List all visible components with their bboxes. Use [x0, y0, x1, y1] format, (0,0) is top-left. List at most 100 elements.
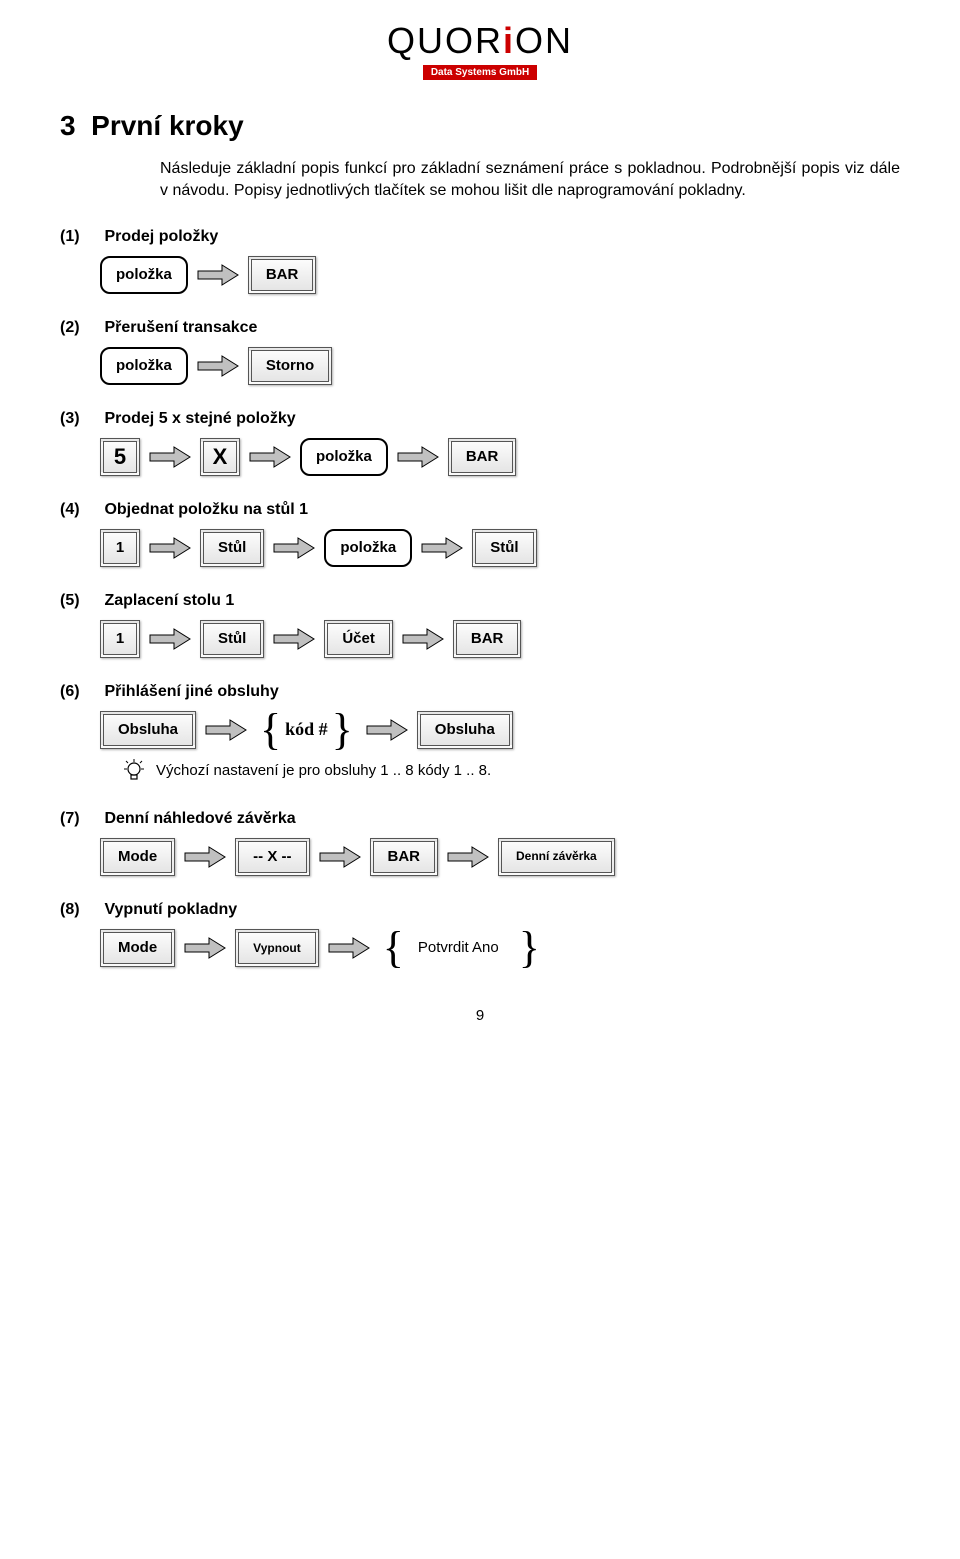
step-1-num: (1): [60, 228, 100, 246]
arrow-icon: [365, 718, 409, 742]
arrow-icon: [148, 445, 192, 469]
step-1-head: (1) Prodej položky: [60, 228, 900, 246]
key-bar: BAR: [370, 838, 439, 876]
key-mode: Mode: [100, 838, 175, 876]
brace-open-icon: {: [383, 929, 404, 967]
step-8: (8) Vypnutí pokladny Mode Vypnout { Potv…: [60, 901, 900, 967]
arrow-icon: [327, 936, 371, 960]
page-number: 9: [60, 1007, 900, 1024]
logo-text: QUORiON: [60, 20, 900, 62]
text-potvrdit: Potvrdit Ano: [418, 939, 499, 956]
key-polozka: položka: [300, 438, 388, 476]
arrow-icon: [248, 445, 292, 469]
arrow-icon: [183, 845, 227, 869]
step-5-flow: 1 Stůl Účet BAR: [100, 620, 900, 658]
key-x: X: [200, 438, 240, 476]
arrow-icon: [183, 936, 227, 960]
step-7-head: (7) Denní náhledové závěrka: [60, 810, 900, 828]
step-3-head: (3) Prodej 5 x stejné položky: [60, 410, 900, 428]
logo-block: QUORiON Data Systems GmbH: [60, 20, 900, 80]
intro-text: Následuje základní popis funkcí pro zákl…: [160, 158, 900, 203]
lightbulb-icon: [120, 757, 148, 785]
step-4-num: (4): [60, 501, 100, 519]
step-2-head: (2) Přerušení transakce: [60, 319, 900, 337]
step-3: (3) Prodej 5 x stejné položky 5 X položk…: [60, 410, 900, 476]
step-8-num: (8): [60, 901, 100, 919]
key-bar: BAR: [248, 256, 317, 294]
key-5: 5: [100, 438, 140, 476]
step-4-flow: 1 Stůl položka Stůl: [100, 529, 900, 567]
logo-pre: QUOR: [387, 20, 503, 61]
key-mode: Mode: [100, 929, 175, 967]
arrow-icon: [196, 263, 240, 287]
step-6-num: (6): [60, 683, 100, 701]
key-bar: BAR: [448, 438, 517, 476]
step-7-title: Denní náhledové závěrka: [104, 810, 295, 827]
brace-open-icon: {: [260, 711, 281, 749]
key-1: 1: [100, 529, 140, 567]
step-1-title: Prodej položky: [104, 228, 218, 245]
key-polozka: položka: [100, 347, 188, 385]
key-vypnout: Vypnout: [235, 929, 319, 967]
step-6-title: Přihlášení jiné obsluhy: [104, 683, 278, 700]
arrow-icon: [272, 627, 316, 651]
arrow-icon: [272, 536, 316, 560]
key-stul: Stůl: [200, 529, 264, 567]
arrow-icon: [420, 536, 464, 560]
arrow-icon: [148, 536, 192, 560]
logo-post: ON: [515, 20, 573, 61]
step-1: (1) Prodej položky položka BAR: [60, 228, 900, 294]
step-2-num: (2): [60, 319, 100, 337]
arrow-icon: [196, 354, 240, 378]
step-2-title: Přerušení transakce: [104, 319, 257, 336]
step-3-title: Prodej 5 x stejné položky: [104, 410, 295, 427]
key-stul: Stůl: [200, 620, 264, 658]
step-4: (4) Objednat položku na stůl 1 1 Stůl po…: [60, 501, 900, 567]
step-2-flow: položka Storno: [100, 347, 900, 385]
key-stul: Stůl: [472, 529, 536, 567]
section-heading: 3 První kroky: [60, 110, 900, 142]
key-ucet: Účet: [324, 620, 393, 658]
step-6-flow: Obsluha { kód # } Obsluha: [100, 711, 900, 749]
arrow-icon: [446, 845, 490, 869]
key-storno: Storno: [248, 347, 332, 385]
step-5-title: Zaplacení stolu 1: [104, 592, 234, 609]
key-1: 1: [100, 620, 140, 658]
step-8-head: (8) Vypnutí pokladny: [60, 901, 900, 919]
key-polozka: položka: [324, 529, 412, 567]
key-obsluha: Obsluha: [417, 711, 513, 749]
key-denni-zaverka: Denní závěrka: [498, 838, 615, 876]
arrow-icon: [318, 845, 362, 869]
key-bar: BAR: [453, 620, 522, 658]
logo-dot: i: [503, 20, 515, 61]
page: QUORiON Data Systems GmbH 3 První kroky …: [0, 0, 960, 1064]
brace-close-icon: }: [519, 929, 540, 967]
step-3-flow: 5 X položka BAR: [100, 438, 900, 476]
step-5-head: (5) Zaplacení stolu 1: [60, 592, 900, 610]
step-8-title: Vypnutí pokladny: [104, 901, 237, 918]
arrow-icon: [396, 445, 440, 469]
text-kod: kód #: [285, 719, 328, 740]
step-6-note: Výchozí nastavení je pro obsluhy 1 .. 8 …: [120, 757, 900, 785]
key-x-report: -- X --: [235, 838, 309, 876]
key-obsluha: Obsluha: [100, 711, 196, 749]
logo-subtitle: Data Systems GmbH: [423, 65, 537, 80]
arrow-icon: [204, 718, 248, 742]
step-5-num: (5): [60, 592, 100, 610]
step-4-head: (4) Objednat položku na stůl 1: [60, 501, 900, 519]
arrow-icon: [401, 627, 445, 651]
section-title: První kroky: [91, 110, 244, 141]
step-7-flow: Mode -- X -- BAR Denní závěrka: [100, 838, 900, 876]
step-7-num: (7): [60, 810, 100, 828]
key-polozka: položka: [100, 256, 188, 294]
arrow-icon: [148, 627, 192, 651]
step-7: (7) Denní náhledové závěrka Mode -- X --…: [60, 810, 900, 876]
section-num: 3: [60, 110, 76, 141]
step-8-flow: Mode Vypnout { Potvrdit Ano }: [100, 929, 900, 967]
brace-close-icon: }: [332, 711, 353, 749]
step-3-num: (3): [60, 410, 100, 428]
step-5: (5) Zaplacení stolu 1 1 Stůl Účet BAR: [60, 592, 900, 658]
step-2: (2) Přerušení transakce položka Storno: [60, 319, 900, 385]
step-4-title: Objednat položku na stůl 1: [104, 501, 308, 518]
step-1-flow: položka BAR: [100, 256, 900, 294]
